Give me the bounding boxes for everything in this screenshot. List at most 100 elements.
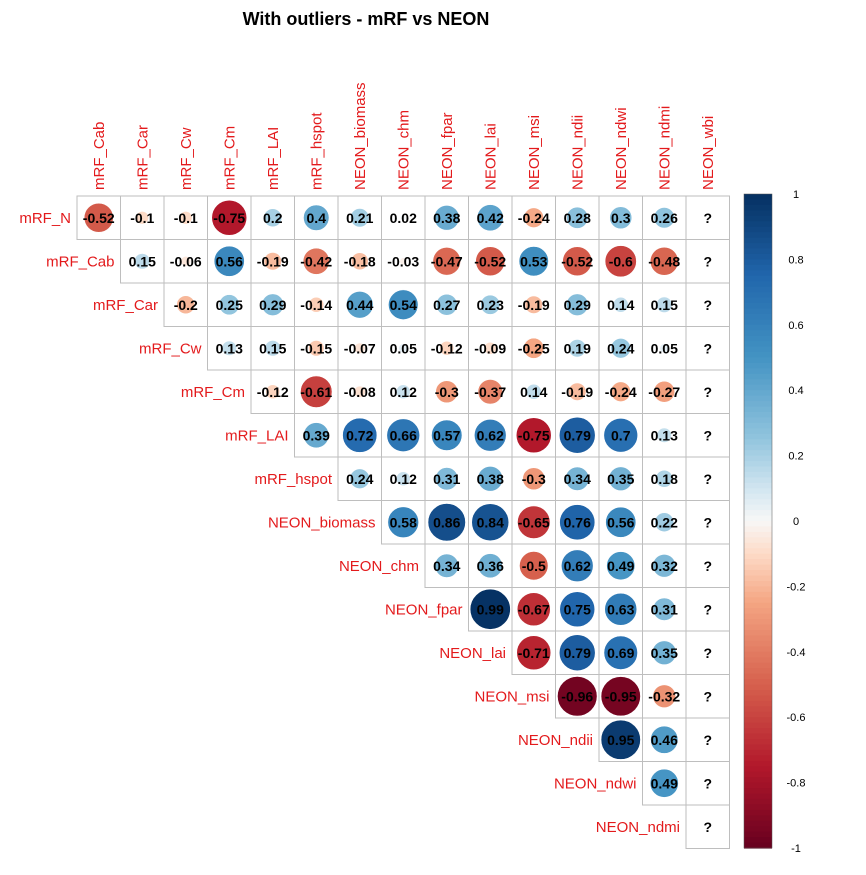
correlation-value-label: -0.03 xyxy=(387,253,419,269)
colorbar-segment xyxy=(744,341,772,348)
row-label: NEON_fpar xyxy=(385,601,463,618)
correlation-circle xyxy=(427,503,466,542)
colorbar-segment xyxy=(744,221,772,228)
colorbar-frame xyxy=(743,193,773,849)
colorbar-segment xyxy=(744,319,772,326)
row-label: mRF_Cm xyxy=(181,384,245,401)
colorbar-segment xyxy=(744,809,772,816)
correlation-value-label: -0.27 xyxy=(648,384,680,400)
colorbar-segment xyxy=(744,422,772,429)
correlation-value-label: 0.72 xyxy=(346,427,373,443)
colorbar-segment xyxy=(744,575,772,582)
colorbar-segment xyxy=(744,624,772,631)
correlation-circle xyxy=(652,553,677,578)
colorbar-segment xyxy=(744,749,772,756)
correlation-circle xyxy=(134,253,151,270)
correlation-circle xyxy=(558,634,596,672)
colorbar-segment xyxy=(744,417,772,424)
colorbar-segment xyxy=(744,553,772,560)
colorbar-segment xyxy=(744,580,772,587)
correlation-value-label: 0.3 xyxy=(611,210,631,226)
correlation-value-label: -0.14 xyxy=(300,297,332,313)
correlation-value-label: 0.34 xyxy=(433,558,460,574)
correlation-value-label: 0.22 xyxy=(651,514,678,530)
correlation-circle xyxy=(399,257,408,266)
correlation-value-label: 0.38 xyxy=(433,210,460,226)
correlation-value-label: -0.42 xyxy=(300,253,332,269)
colorbar-segment xyxy=(744,662,772,669)
row-label: mRF_Cab xyxy=(46,253,114,270)
colorbar-tick-label: -0.2 xyxy=(787,581,806,593)
correlation-value-label: 0.32 xyxy=(651,558,678,574)
colorbar-segment xyxy=(744,782,772,789)
colorbar-segment xyxy=(744,406,772,413)
colorbar-segment xyxy=(744,461,772,468)
correlation-value-label: 0.56 xyxy=(607,514,634,530)
correlation-value-label: 0.63 xyxy=(607,601,634,617)
row-label: NEON_ndii xyxy=(518,732,593,749)
correlation-value-label: 0.38 xyxy=(477,471,504,487)
correlation-value-label: -0.18 xyxy=(344,253,376,269)
correlation-circle xyxy=(604,592,638,626)
column-label: mRF_hspot xyxy=(308,112,325,190)
correlation-value-label: -0.25 xyxy=(518,340,550,356)
colorbar-segment xyxy=(744,390,772,397)
correlation-value-label: 0.14 xyxy=(520,384,547,400)
colorbar-tick-label: 1 xyxy=(793,189,799,201)
correlation-value-label: 0.69 xyxy=(607,645,634,661)
missing-value-label: ? xyxy=(703,688,712,704)
correlation-circle xyxy=(439,340,455,356)
colorbar-segment xyxy=(744,695,772,702)
colorbar-segment xyxy=(744,237,772,244)
colorbar-segment xyxy=(744,324,772,331)
correlation-circle xyxy=(605,506,637,538)
correlation-circle xyxy=(303,204,330,231)
correlation-value-label: -0.6 xyxy=(609,253,633,269)
correlation-circle xyxy=(179,211,193,225)
correlation-value-label: 0.36 xyxy=(477,558,504,574)
correlation-circle xyxy=(432,247,461,276)
colorbar-tick-label: 0 xyxy=(793,516,799,528)
correlation-circle xyxy=(354,342,366,354)
correlation-value-label: 0.29 xyxy=(564,297,591,313)
colorbar-segment xyxy=(744,531,772,538)
correlation-value-label: -0.08 xyxy=(344,384,376,400)
correlation-value-label: -0.2 xyxy=(174,297,198,313)
correlation-value-label: 0.31 xyxy=(651,601,678,617)
correlation-value-label: -0.19 xyxy=(518,297,550,313)
colorbar-segment xyxy=(744,684,772,691)
column-label: NEON_lai xyxy=(482,123,499,190)
colorbar-segment xyxy=(744,482,772,489)
correlation-circle xyxy=(558,416,596,454)
correlation-circle xyxy=(349,468,370,489)
correlation-circle xyxy=(610,381,631,402)
correlation-circle xyxy=(83,202,114,233)
correlation-circle xyxy=(610,338,631,359)
colorbar-segment xyxy=(744,521,772,528)
correlation-circle xyxy=(265,384,281,400)
colorbar-segment xyxy=(744,526,772,533)
correlation-value-label: 0.12 xyxy=(390,384,417,400)
correlation-value-label: 0.23 xyxy=(477,297,504,313)
colorbar-segment xyxy=(744,379,772,386)
correlation-value-label: -0.71 xyxy=(518,645,550,661)
colorbar-segment xyxy=(744,591,772,598)
colorbar-segment xyxy=(744,232,772,239)
correlation-circle xyxy=(609,206,633,230)
colorbar-segment xyxy=(744,488,772,495)
colorbar-segment xyxy=(744,537,772,544)
correlation-value-label: -0.47 xyxy=(431,253,463,269)
chart-title: With outliers - mRF vs NEON xyxy=(243,9,490,29)
colorbar-segment xyxy=(744,744,772,751)
colorbar-segment xyxy=(744,357,772,364)
correlation-value-label: -0.15 xyxy=(300,340,332,356)
correlation-value-label: 0.84 xyxy=(477,514,504,530)
correlation-circle xyxy=(386,418,421,453)
correlation-circle xyxy=(350,252,369,271)
correlation-circle xyxy=(477,379,503,405)
colorbar-tick-label: 0.4 xyxy=(788,385,803,397)
correlation-value-label: 0.21 xyxy=(346,210,373,226)
colorbar-segment xyxy=(744,597,772,604)
missing-value-label: ? xyxy=(703,471,712,487)
correlation-circle xyxy=(475,246,506,277)
